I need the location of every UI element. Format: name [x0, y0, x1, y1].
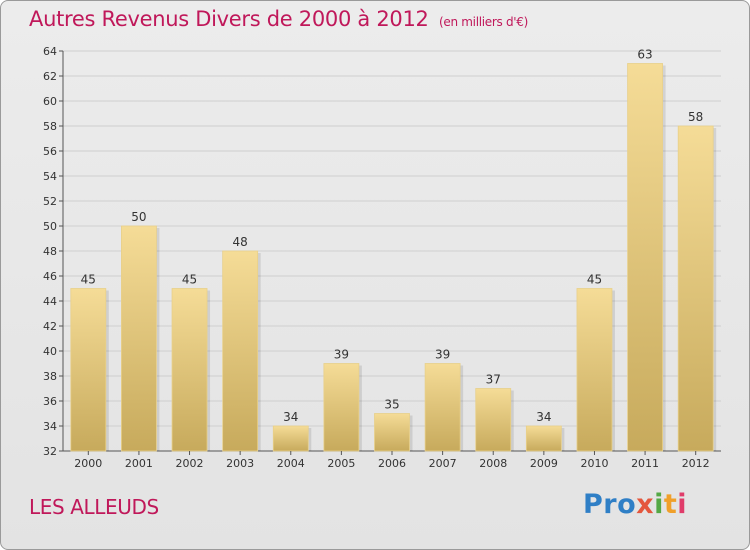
bar-2011 — [627, 63, 663, 452]
x-tick-label: 2004 — [277, 457, 305, 470]
y-tick-label: 32 — [43, 445, 57, 458]
bar-2006 — [374, 413, 410, 452]
data-label: 37 — [486, 373, 501, 387]
y-tick-label: 48 — [43, 245, 57, 258]
data-label: 45 — [81, 273, 96, 287]
logo-part-5: i — [677, 489, 688, 520]
logo-part-4: t — [663, 489, 678, 520]
y-tick-label: 60 — [43, 95, 57, 108]
y-tick-label: 44 — [43, 295, 57, 308]
y-tick-label: 64 — [43, 45, 57, 58]
x-tick-label: 2000 — [74, 457, 102, 470]
data-label: 39 — [334, 348, 349, 362]
bar-2012 — [677, 125, 714, 452]
data-label: 45 — [587, 273, 602, 287]
x-tick-label: 2007 — [429, 457, 457, 470]
logo-part-3: i — [654, 489, 664, 520]
bar-2002 — [171, 288, 208, 452]
x-tick-label: 2012 — [682, 457, 710, 470]
x-tick-label: 2009 — [530, 457, 558, 470]
x-tick-label: 2011 — [631, 457, 659, 470]
y-tick-label: 40 — [43, 345, 57, 358]
y-tick-label: 46 — [43, 270, 57, 283]
y-tick-label: 42 — [43, 320, 57, 333]
x-tick-label: 2006 — [378, 457, 406, 470]
data-label: 63 — [637, 48, 652, 62]
data-label: 34 — [536, 410, 551, 424]
logo-part-2: x — [636, 489, 655, 520]
chart-title: Autres Revenus Divers de 2000 à 2012 (en… — [29, 7, 528, 31]
y-tick-label: 34 — [43, 420, 57, 433]
title-text: Autres Revenus Divers de 2000 à 2012 — [29, 7, 429, 31]
x-tick-label: 2001 — [125, 457, 153, 470]
data-label: 39 — [435, 348, 450, 362]
y-tick-label: 56 — [43, 145, 57, 158]
y-tick-label: 36 — [43, 395, 57, 408]
y-tick-label: 52 — [43, 195, 57, 208]
data-label: 50 — [131, 210, 146, 224]
y-tick-label: 62 — [43, 70, 57, 83]
y-tick-label: 58 — [43, 120, 57, 133]
data-label: 58 — [688, 110, 703, 124]
x-tick-label: 2005 — [327, 457, 355, 470]
bar-2007 — [424, 363, 461, 452]
bar-2010 — [576, 288, 613, 452]
y-tick-label: 54 — [43, 170, 57, 183]
title-unit: (en milliers d'€) — [439, 15, 529, 29]
place-name: LES ALLEUDS — [29, 495, 159, 519]
data-label: 45 — [182, 273, 197, 287]
x-tick-label: 2003 — [226, 457, 254, 470]
bar-2001 — [121, 225, 157, 452]
bar-2009 — [525, 425, 562, 452]
bar-2003 — [222, 250, 259, 452]
x-tick-label: 2002 — [176, 457, 204, 470]
y-tick-label: 38 — [43, 370, 57, 383]
data-label: 48 — [233, 235, 248, 249]
x-tick-label: 2010 — [580, 457, 608, 470]
data-label: 35 — [384, 398, 399, 412]
data-label: 34 — [283, 410, 298, 424]
proxiti-logo: Proxiti — [583, 489, 687, 520]
bar-2000 — [70, 288, 107, 452]
bar-2005 — [323, 363, 360, 452]
x-tick-label: 2008 — [479, 457, 507, 470]
y-tick-label: 50 — [43, 220, 57, 233]
bar-2008 — [475, 388, 512, 452]
logo-part-1: Pro — [583, 489, 637, 520]
bar-2004 — [272, 425, 309, 452]
